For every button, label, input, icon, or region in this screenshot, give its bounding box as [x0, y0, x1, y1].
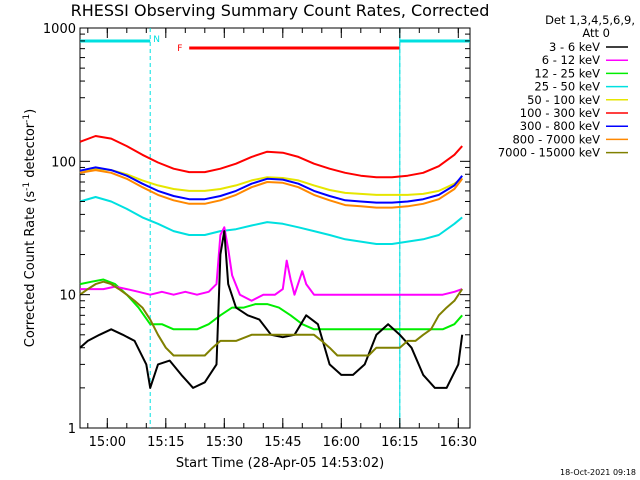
series-line-5 — [79, 167, 463, 196]
x-axis-label: Start Time (28-Apr-05 14:53:02) — [176, 456, 384, 471]
series-line-9 — [79, 280, 464, 357]
y-axis-label-main: Corrected Count Rate (s — [23, 191, 38, 348]
series-line-8 — [79, 169, 463, 209]
y-tick-label: 1 — [68, 422, 76, 437]
y-axis-label: Corrected Count Rate (s-1 detector-1) — [22, 109, 38, 347]
y-axis-label-end: ) — [23, 109, 38, 114]
legend-label: 7000 - 15000 keV — [498, 146, 600, 160]
series-line-3 — [79, 278, 463, 331]
y-axis-label-sup1: -1 — [22, 182, 32, 191]
legend-label: 800 - 7000 keV — [512, 132, 600, 146]
legend-label: 50 - 100 keV — [527, 93, 600, 107]
x-tick-label: 15:45 — [264, 435, 301, 450]
chart-title: RHESSI Observing Summary Count Rates, Co… — [71, 1, 490, 20]
legend-label: 25 - 50 keV — [534, 80, 600, 94]
legend-label: 3 - 6 keV — [549, 40, 600, 54]
status-bars: NF — [80, 35, 470, 54]
y-axis-label-mid: detector — [23, 122, 38, 182]
legend-label: 6 - 12 keV — [542, 53, 600, 67]
x-axis-ticks: 15:00 15:15 15:30 15:45 16:00 16:15 16:30 — [87, 28, 477, 450]
generation-timestamp: 18-Oct-2021 09:18 — [560, 468, 636, 477]
y-tick-label: 10 — [59, 289, 76, 304]
y-tick-label: 1000 — [43, 22, 76, 37]
series-line-1 — [79, 230, 464, 389]
x-tick-label: 16:00 — [323, 435, 360, 450]
x-tick-label: 15:30 — [206, 435, 243, 450]
legend-header-2: Att 0 — [582, 26, 610, 40]
legend-label: 300 - 800 keV — [520, 119, 600, 133]
x-tick-label: 15:00 — [89, 435, 126, 450]
legend-header-1: Det 1,3,4,5,6,9, — [545, 13, 635, 27]
interval-markers — [149, 28, 401, 428]
legend-label: 100 - 300 keV — [520, 106, 600, 120]
legend-label: 12 - 25 keV — [534, 66, 600, 80]
y-axis-ticks: 1 10 100 1000 — [43, 22, 470, 437]
flare-flag-label: F — [177, 44, 182, 54]
night-interval-label: N — [153, 35, 160, 45]
y-axis-label-sup2: -1 — [22, 114, 32, 123]
plot-frame — [79, 27, 471, 429]
x-tick-label: 16:15 — [381, 435, 418, 450]
series-line-7 — [79, 166, 463, 204]
y-tick-label: 100 — [51, 155, 76, 170]
series-line-6 — [79, 135, 463, 179]
series-line-2 — [80, 226, 463, 302]
x-tick-label: 15:15 — [147, 435, 184, 450]
series-lines — [79, 135, 464, 389]
series-line-4 — [79, 196, 463, 245]
x-tick-label: 16:30 — [440, 435, 477, 450]
